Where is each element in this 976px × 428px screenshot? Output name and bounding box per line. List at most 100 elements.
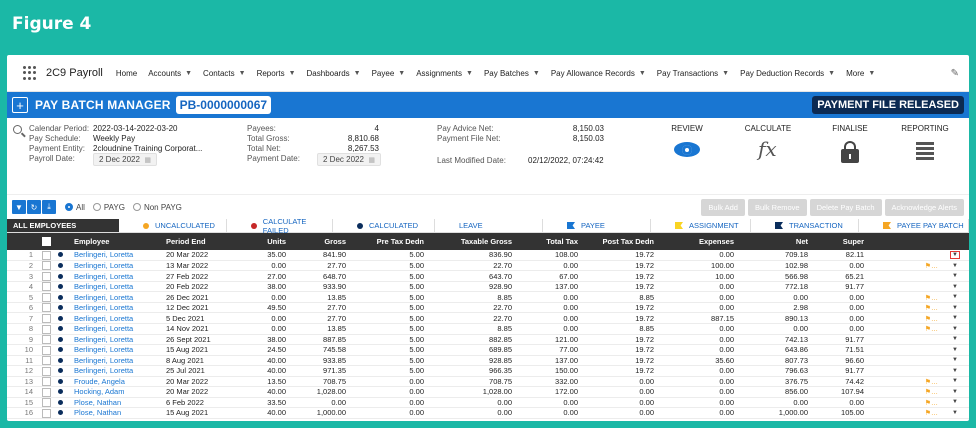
column-header-expenses[interactable]: Expenses: [657, 233, 737, 250]
row-menu-chevron-icon[interactable]: ▼: [952, 357, 958, 364]
row-checkbox[interactable]: [42, 335, 51, 344]
filter-icon[interactable]: ▼: [12, 200, 26, 214]
filter-payg-radio[interactable]: [92, 203, 101, 211]
employee-link[interactable]: Berlingeri, Loretta: [71, 270, 163, 282]
employee-link[interactable]: Berlingeri, Loretta: [71, 250, 163, 261]
row-menu-chevron-icon[interactable]: ▼: [952, 367, 958, 374]
bulk-remove-button[interactable]: Bulk Remove: [747, 198, 807, 216]
employee-link[interactable]: Berlingeri, Loretta: [71, 344, 163, 356]
row-menu-chevron-icon[interactable]: ▼: [950, 250, 960, 259]
tab-calculated[interactable]: CALCULATED: [333, 219, 435, 232]
nav-item-pay-deduction-records[interactable]: Pay Deduction Records ▼: [740, 69, 835, 78]
download-icon[interactable]: ⤓: [42, 200, 56, 214]
filter-non-payg-radio[interactable]: [132, 203, 141, 211]
row-checkbox[interactable]: [42, 408, 51, 418]
row-menu-chevron-icon[interactable]: ▼: [952, 304, 958, 311]
row-menu-chevron-icon[interactable]: ▼: [952, 283, 958, 290]
row-menu-chevron-icon[interactable]: ▼: [952, 315, 958, 322]
column-header-super[interactable]: Super: [811, 233, 867, 250]
finalise-button[interactable]: [841, 141, 859, 163]
nav-item-accounts[interactable]: Accounts ▼: [148, 69, 192, 78]
row-checkbox[interactable]: [42, 292, 51, 302]
row-checkbox[interactable]: [42, 366, 51, 376]
delete-pay-batch-button[interactable]: Delete Pay Batch: [809, 198, 882, 216]
refresh-icon[interactable]: ↻: [27, 200, 41, 214]
nav-item-contacts[interactable]: Contacts ▼: [203, 69, 246, 78]
app-launcher-icon[interactable]: [23, 66, 37, 80]
tab-leave[interactable]: LEAVE: [435, 219, 543, 232]
row-checkbox[interactable]: [42, 324, 51, 334]
payment-date-field[interactable]: 2 Dec 2022 ▦: [317, 153, 381, 166]
tab-all-employees[interactable]: ALL EMPLOYEES: [7, 219, 119, 232]
row-checkbox[interactable]: [42, 282, 51, 291]
search-icon[interactable]: [13, 125, 22, 134]
employee-link[interactable]: Berlingeri, Loretta: [71, 323, 163, 335]
column-header-net[interactable]: Net: [737, 233, 811, 250]
select-all-checkbox[interactable]: [42, 237, 51, 247]
column-header-taxable-gross[interactable]: Taxable Gross: [427, 233, 515, 250]
row-checkbox[interactable]: [42, 398, 51, 407]
employee-link[interactable]: Berlingeri, Loretta: [71, 302, 163, 314]
edit-nav-icon[interactable]: ✎: [950, 67, 959, 79]
row-menu-chevron-icon[interactable]: ▼: [952, 409, 958, 416]
row-checkbox[interactable]: [42, 271, 51, 281]
employee-link[interactable]: Berlingeri, Loretta: [71, 260, 163, 272]
calculate-fx-icon[interactable]: fx: [758, 137, 777, 161]
tab-uncalculated[interactable]: UNCALCULATED: [119, 219, 227, 232]
nav-item-pay-batches[interactable]: Pay Batches ▼: [484, 69, 540, 78]
row-checkbox[interactable]: [42, 250, 51, 260]
employee-link[interactable]: Berlingeri, Loretta: [71, 312, 163, 324]
column-header-gross[interactable]: Gross: [289, 233, 349, 250]
column-header-employee[interactable]: Employee: [71, 233, 163, 250]
row-menu-chevron-icon[interactable]: ▼: [952, 336, 958, 343]
bulk-add-button[interactable]: Bulk Add: [701, 198, 745, 216]
nav-item-pay-transactions[interactable]: Pay Transactions ▼: [657, 69, 729, 78]
reporting-button[interactable]: [916, 142, 934, 160]
payroll-date-field[interactable]: 2 Dec 2022 ▦: [93, 153, 157, 166]
employee-link[interactable]: Berlingeri, Loretta: [71, 355, 163, 367]
acknowledge-alerts-button[interactable]: Acknowledge Alerts: [884, 198, 964, 216]
row-checkbox[interactable]: [42, 387, 51, 397]
nav-item-home[interactable]: Home: [116, 69, 137, 78]
employee-link[interactable]: Berlingeri, Loretta: [71, 334, 163, 345]
nav-item-payee[interactable]: Payee ▼: [372, 69, 406, 78]
employee-link[interactable]: Berlingeri, Loretta: [71, 291, 163, 303]
row-menu-chevron-icon[interactable]: ▼: [952, 273, 958, 280]
nav-item-dashboards[interactable]: Dashboards ▼: [307, 69, 361, 78]
nav-item-assignments[interactable]: Assignments ▼: [416, 69, 473, 78]
employee-link[interactable]: Plose, Nathan: [71, 397, 163, 409]
row-checkbox[interactable]: [42, 261, 51, 270]
nav-item-reports[interactable]: Reports ▼: [257, 69, 296, 78]
tab-assignment[interactable]: ASSIGNMENT: [651, 219, 751, 232]
column-header-pre-tax-dedn[interactable]: Pre Tax Dedn: [349, 233, 427, 250]
row-checkbox[interactable]: [42, 356, 51, 365]
column-header-units[interactable]: Units: [237, 233, 289, 250]
row-checkbox[interactable]: [42, 377, 51, 386]
employee-link[interactable]: Froude, Angela: [71, 376, 163, 388]
employee-link[interactable]: Plose, Nathan: [71, 407, 163, 419]
review-button[interactable]: [674, 142, 700, 157]
row-menu-chevron-icon[interactable]: ▼: [952, 378, 958, 385]
row-menu-chevron-icon[interactable]: ▼: [952, 325, 958, 332]
tab-payee-pay-batch[interactable]: PAYEE PAY BATCH: [859, 219, 969, 232]
row-menu-chevron-icon[interactable]: ▼: [952, 399, 958, 406]
nav-item-pay-allowance-records[interactable]: Pay Allowance Records ▼: [551, 69, 646, 78]
add-button[interactable]: +: [12, 97, 28, 113]
row-checkbox[interactable]: [42, 345, 51, 355]
filter-all-radio[interactable]: [65, 203, 73, 211]
tab-transaction[interactable]: TRANSACTION: [751, 219, 859, 232]
employee-link[interactable]: Hocking, Adam: [71, 386, 163, 398]
row-checkbox[interactable]: [42, 303, 51, 313]
column-header-post-tax-dedn[interactable]: Post Tax Dedn: [581, 233, 657, 250]
tab-calculate-failed[interactable]: CALCULATE FAILED: [227, 217, 333, 235]
employee-link[interactable]: Berlingeri, Loretta: [71, 365, 163, 377]
employee-link[interactable]: Berlingeri, Loretta: [71, 281, 163, 293]
column-header-total-tax[interactable]: Total Tax: [515, 233, 581, 250]
row-menu-chevron-icon[interactable]: ▼: [952, 346, 958, 353]
nav-item-more[interactable]: More ▼: [846, 69, 875, 78]
row-menu-chevron-icon[interactable]: ▼: [952, 294, 958, 301]
column-header-period-end[interactable]: Period End: [163, 233, 237, 250]
tab-payee[interactable]: PAYEE: [543, 219, 651, 232]
row-menu-chevron-icon[interactable]: ▼: [952, 388, 958, 395]
row-checkbox[interactable]: [42, 313, 51, 323]
